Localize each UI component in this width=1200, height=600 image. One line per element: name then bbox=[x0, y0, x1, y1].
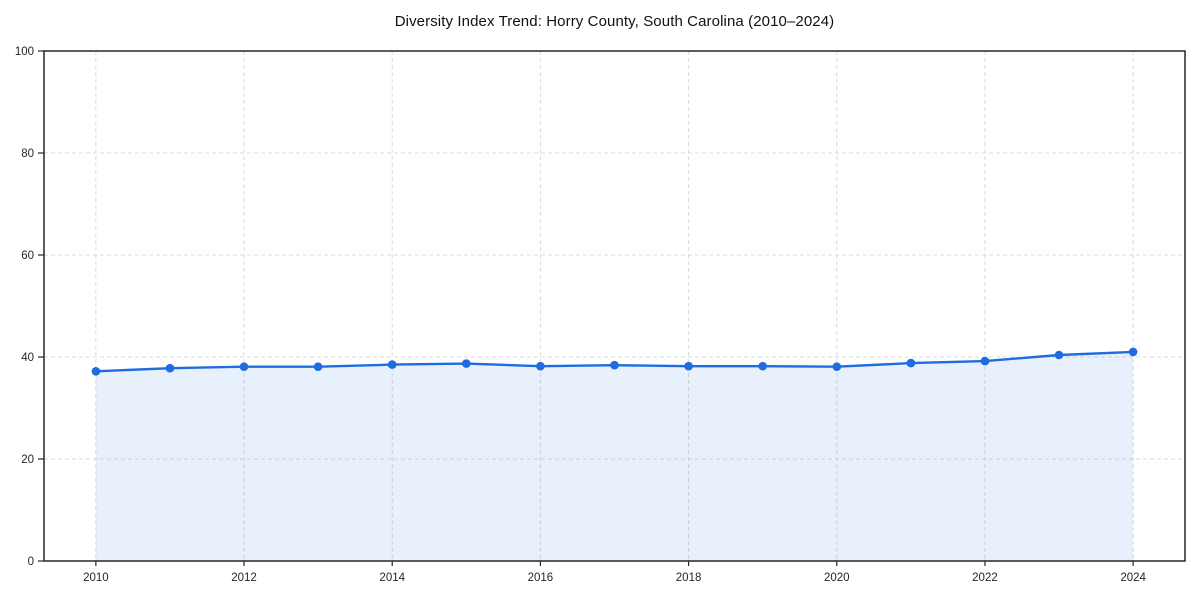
y-tick-label: 0 bbox=[28, 556, 34, 568]
x-tick-label: 2020 bbox=[824, 572, 850, 584]
data-point-2018 bbox=[684, 361, 693, 371]
data-point-2024 bbox=[1128, 347, 1138, 357]
x-tick-label: 2022 bbox=[972, 572, 998, 584]
x-tick-label: 2014 bbox=[379, 572, 405, 584]
y-tick-label: 60 bbox=[21, 250, 34, 262]
data-point-2012 bbox=[239, 362, 249, 372]
x-tick-label: 2010 bbox=[83, 572, 109, 584]
y-tick-label: 100 bbox=[15, 46, 34, 58]
axis-spine-box bbox=[43, 50, 1186, 562]
data-point-2023 bbox=[1054, 350, 1064, 360]
x-tick-label: 2016 bbox=[528, 572, 554, 584]
data-point-2013 bbox=[313, 362, 323, 372]
data-point-2016 bbox=[536, 361, 545, 371]
x-tick-label: 2018 bbox=[676, 572, 702, 584]
data-point-2022 bbox=[980, 356, 990, 366]
y-tick-label: 40 bbox=[21, 352, 34, 364]
data-point-2010 bbox=[91, 367, 101, 376]
data-point-2019 bbox=[758, 361, 767, 371]
data-point-2011 bbox=[165, 363, 175, 373]
y-tick-label: 80 bbox=[21, 148, 34, 160]
y-tick-label: 20 bbox=[21, 454, 34, 466]
chart-title: Diversity Index Trend: Horry County, Sou… bbox=[394, 13, 835, 30]
data-point-2021 bbox=[906, 358, 916, 368]
area-fill bbox=[95, 351, 1134, 561]
x-tick-label: 2024 bbox=[1120, 572, 1146, 584]
data-point-2020 bbox=[832, 362, 842, 372]
data-point-2017 bbox=[610, 360, 619, 370]
data-point-2014 bbox=[387, 360, 397, 369]
x-tick-label: 2012 bbox=[231, 572, 257, 584]
data-point-2015 bbox=[462, 359, 471, 368]
